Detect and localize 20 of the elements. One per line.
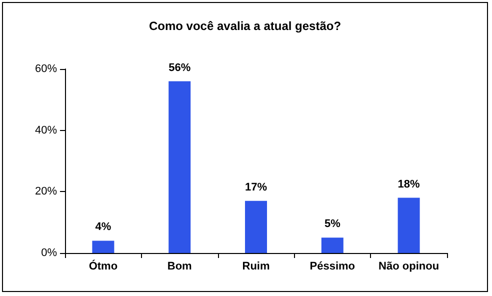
y-tick-label: 0% <box>41 247 58 259</box>
data-label: 4% <box>95 221 112 234</box>
bar <box>321 238 344 253</box>
x-tick-label: Ruim <box>242 260 270 272</box>
chart-title: Como você avalia a atual gestão? <box>148 19 342 33</box>
data-label: 17% <box>244 181 268 194</box>
bar <box>398 198 420 253</box>
data-label: 18% <box>398 178 420 190</box>
bar <box>92 240 114 253</box>
y-tick-label: 20% <box>34 186 58 198</box>
x-tick-label: Não opinou <box>378 260 440 272</box>
bar <box>168 81 191 253</box>
y-tick-label: 40% <box>34 124 58 136</box>
x-tick-label: Péssimo <box>310 260 356 272</box>
data-label: 56% <box>168 62 191 74</box>
data-label: 5% <box>324 218 341 230</box>
bar <box>245 200 267 253</box>
y-tick-label: 60% <box>34 63 58 75</box>
x-tick-label: Bom <box>167 260 192 272</box>
x-tick-label: Ótmo <box>88 260 118 272</box>
